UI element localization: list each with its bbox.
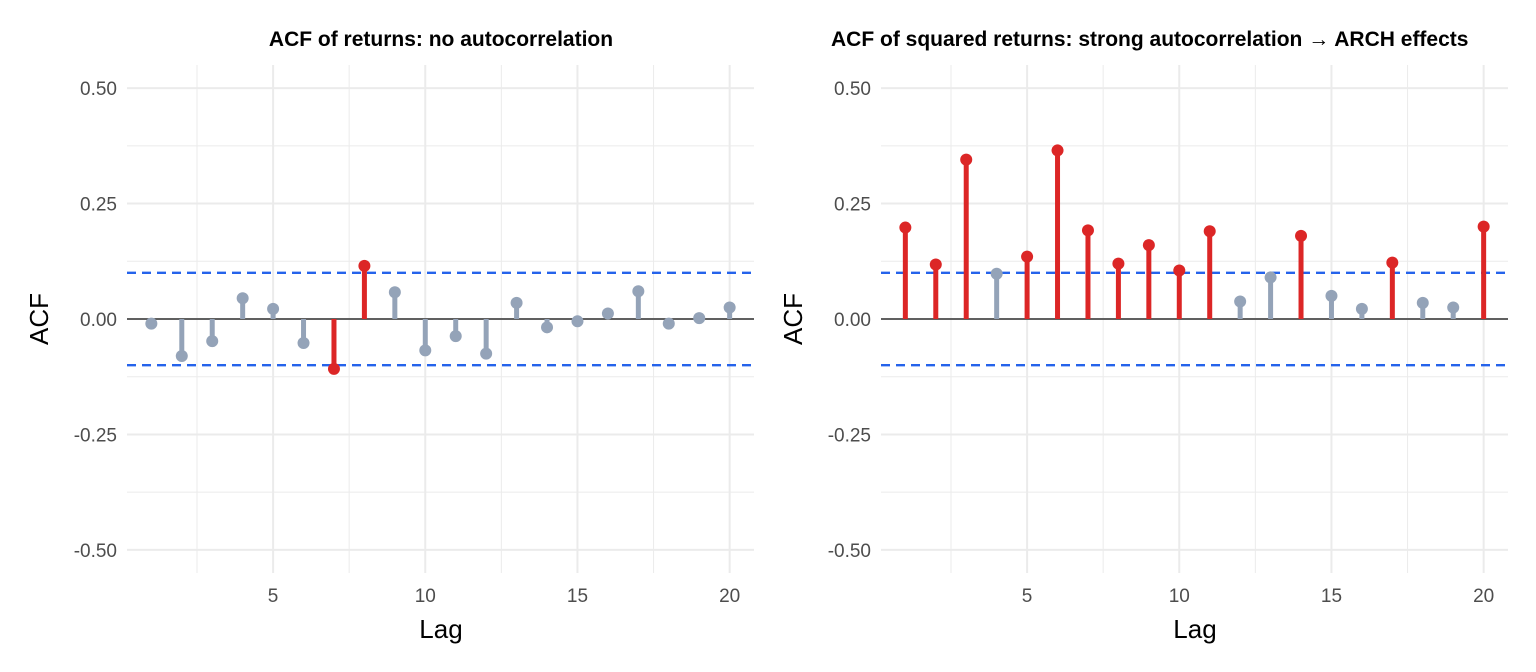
x-tick-label: 15: [567, 586, 588, 607]
acf-point: [480, 347, 493, 360]
acf-point: [267, 302, 280, 315]
y-tick-label: 0.25: [80, 195, 117, 216]
acf-point: [175, 349, 188, 362]
x-axis-title: Lag: [1173, 614, 1216, 644]
acf-point: [960, 153, 973, 166]
panel-acf-returns: ACF of returns: no autocorrelation Lag A…: [24, 28, 754, 644]
acf-point: [358, 259, 371, 272]
y-tick-label: -0.25: [828, 425, 871, 446]
acf-point: [693, 312, 706, 325]
y-tick-label: -0.50: [74, 541, 117, 562]
y-axis-title: ACF: [24, 293, 54, 345]
acf-point: [388, 286, 401, 299]
acf-point: [449, 330, 462, 343]
acf-point: [1142, 239, 1155, 252]
acf-point: [990, 267, 1003, 280]
y-tick-label: 0.25: [834, 195, 871, 216]
x-tick-label: 20: [719, 586, 740, 607]
acf-point: [419, 344, 432, 357]
x-tick-label: 20: [1473, 586, 1494, 607]
y-axis-title: ACF: [778, 293, 808, 345]
acf-point: [1051, 144, 1064, 157]
acf-point: [723, 301, 736, 314]
grid-lines: [881, 65, 1508, 573]
acf-point: [1295, 229, 1308, 242]
acf-point: [899, 221, 912, 234]
acf-point: [145, 317, 158, 330]
acf-point: [236, 292, 249, 305]
acf-point: [1477, 220, 1490, 233]
acf-point: [1021, 250, 1034, 263]
y-tick-label: 0.50: [834, 79, 871, 100]
acf-point: [541, 321, 554, 334]
acf-point: [1386, 256, 1399, 269]
acf-point: [206, 335, 219, 348]
acf-point: [1203, 225, 1216, 238]
acf-series: [899, 144, 1490, 319]
acf-point: [601, 307, 614, 320]
y-tick-label: -0.25: [74, 425, 117, 446]
acf-point: [1264, 271, 1277, 284]
x-axis-title: Lag: [419, 614, 462, 644]
x-tick-label: 5: [268, 586, 279, 607]
x-tick-label: 10: [415, 586, 436, 607]
acf-series: [145, 259, 736, 375]
acf-point: [571, 315, 584, 328]
y-tick-label: 0.00: [834, 310, 871, 331]
acf-point: [1416, 296, 1429, 309]
y-tick-label: 0.50: [80, 79, 117, 100]
acf-point: [510, 296, 523, 309]
acf-point: [1112, 257, 1125, 270]
chart-title: ACF of squared returns: strong autocorre…: [831, 28, 1468, 51]
acf-point: [1081, 224, 1094, 237]
acf-point: [297, 337, 310, 350]
panel-acf-squared-returns: ACF of squared returns: strong autocorre…: [778, 28, 1508, 644]
acf-point: [1447, 301, 1460, 314]
acf-point: [1325, 289, 1338, 302]
acf-point: [327, 362, 340, 375]
acf-point: [1234, 295, 1247, 308]
chart-title: ACF of returns: no autocorrelation: [269, 28, 613, 51]
acf-point: [662, 317, 675, 330]
acf-point: [632, 285, 645, 298]
acf-point: [1173, 264, 1186, 277]
x-tick-label: 10: [1169, 586, 1190, 607]
x-tick-label: 15: [1321, 586, 1342, 607]
y-tick-label: 0.00: [80, 310, 117, 331]
acf-point: [1355, 302, 1368, 315]
y-tick-label: -0.50: [828, 541, 871, 562]
x-tick-label: 5: [1022, 586, 1033, 607]
acf-point: [929, 258, 942, 271]
